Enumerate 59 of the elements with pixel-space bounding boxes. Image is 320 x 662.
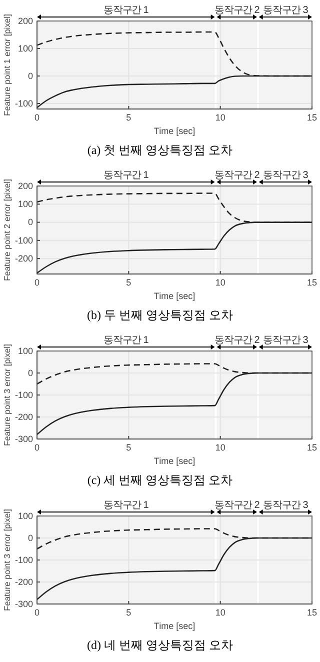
- x-tick-label: 5: [126, 112, 132, 122]
- x-tick-label: 5: [126, 277, 132, 288]
- x-axis-title: Time [sec]: [154, 126, 196, 136]
- band-label: 동작구간 1: [104, 170, 150, 181]
- y-axis-title: Feature point 3 error [pixel]: [2, 344, 12, 446]
- y-axis-title: Feature point 2 error [pixel]: [2, 178, 12, 282]
- x-tick-label: 0: [34, 442, 40, 452]
- y-tick-label: -200: [14, 253, 33, 264]
- y-tick-label: 100: [18, 43, 33, 54]
- y-tick-label: -200: [14, 412, 33, 422]
- y-tick-label: -100: [14, 554, 33, 565]
- band-label: 동작구간 1: [104, 500, 150, 511]
- x-tick-label: 15: [306, 277, 318, 288]
- band-label: 동작구간 2: [214, 335, 260, 346]
- band-label: 동작구간 3: [263, 5, 309, 16]
- x-tick-label: 10: [215, 442, 226, 452]
- band-label: 동작구간 3: [263, 170, 309, 181]
- band-label: 동작구간 2: [214, 5, 260, 16]
- x-tick-label: 5: [126, 442, 132, 452]
- y-tick-label: -300: [14, 434, 33, 444]
- y-tick-label: -100: [14, 235, 33, 246]
- x-axis-title: Time [sec]: [154, 621, 196, 631]
- y-tick-label: 200: [18, 16, 33, 26]
- text: (d) 네 번째 영상특징점 오차: [87, 638, 233, 652]
- x-tick-label: 0: [34, 112, 40, 122]
- text: (c) 세 번째 영상특징점 오차: [87, 473, 233, 487]
- y-axis-title: Feature point 3 error [pixel]: [2, 508, 12, 612]
- y-tick-label: 0: [28, 70, 33, 81]
- x-tick-label: 15: [306, 442, 318, 452]
- band-label: 동작구간 2: [214, 170, 260, 181]
- band-label: 동작구간 1: [104, 5, 150, 16]
- y-tick-label: 100: [18, 199, 33, 210]
- band-label: 동작구간 3: [263, 500, 309, 511]
- band-label: 동작구간 2: [214, 500, 260, 511]
- x-tick-label: 0: [34, 277, 40, 288]
- text: (b) 두 번째 영상특징점 오차: [87, 308, 233, 322]
- y-tick-label: -100: [14, 390, 33, 400]
- x-tick-label: 10: [215, 112, 226, 122]
- y-tick-label: -300: [14, 598, 33, 609]
- x-axis-title: Time [sec]: [154, 291, 196, 301]
- y-tick-label: 100: [18, 510, 33, 521]
- x-tick-label: 15: [306, 112, 318, 122]
- text: (a) 첫 번째 영상특징점 오차: [87, 143, 233, 157]
- y-tick-label: 0: [28, 532, 33, 543]
- x-tick-label: 10: [215, 607, 226, 618]
- y-tick-label: 0: [28, 217, 33, 228]
- x-tick-label: 10: [215, 277, 226, 288]
- band-label: 동작구간 1: [104, 335, 150, 346]
- x-tick-label: 5: [126, 607, 132, 618]
- band-label: 동작구간 3: [263, 335, 309, 346]
- y-tick-label: 0: [28, 368, 33, 378]
- y-tick-label: -100: [14, 98, 33, 108]
- y-axis-title: Feature point 1 error [pixel]: [2, 14, 12, 116]
- y-tick-label: -200: [14, 576, 33, 587]
- x-axis-title: Time [sec]: [154, 456, 196, 466]
- y-tick-label: 100: [18, 346, 33, 356]
- x-tick-label: 0: [34, 607, 40, 618]
- y-tick-label: 200: [18, 180, 33, 191]
- x-tick-label: 15: [306, 607, 318, 618]
